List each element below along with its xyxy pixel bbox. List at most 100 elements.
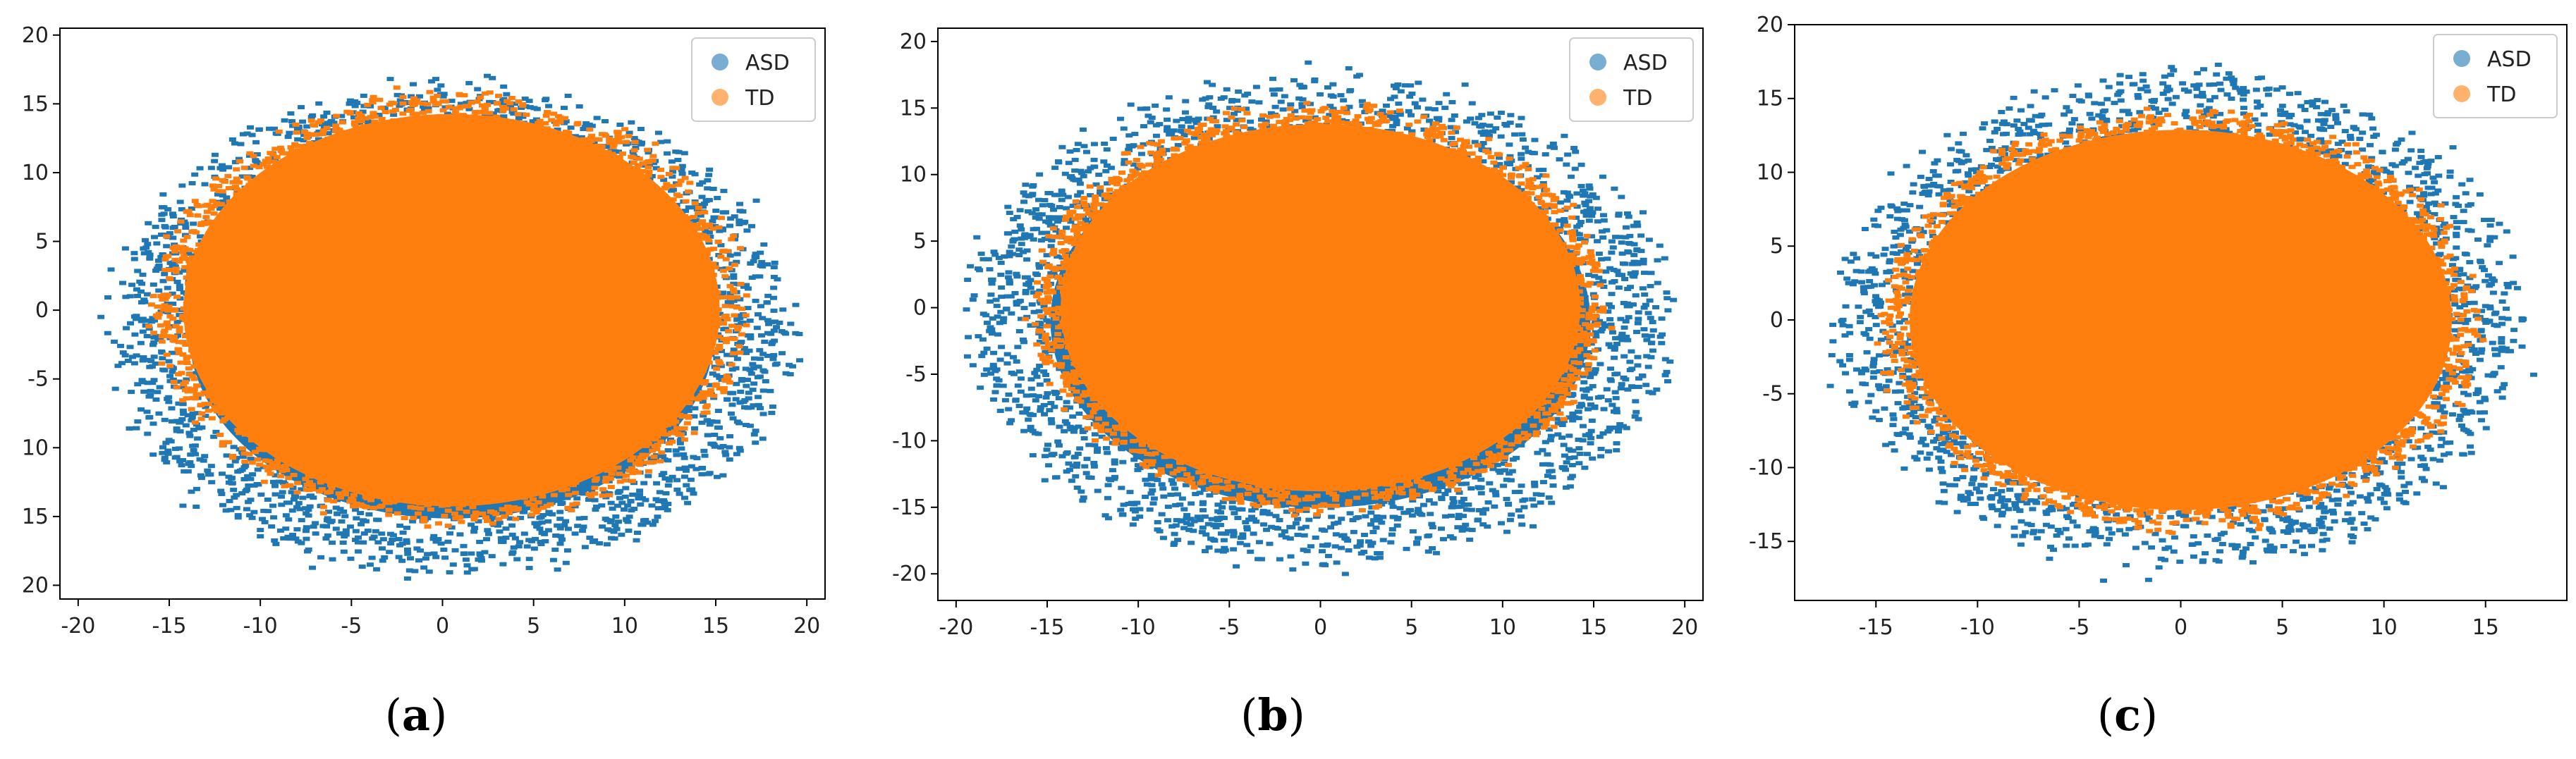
point-td <box>673 426 681 431</box>
point-asd <box>191 172 199 177</box>
point-asd <box>151 235 159 240</box>
point-asd <box>175 401 183 406</box>
point-asd <box>137 340 145 345</box>
point-asd <box>460 551 468 556</box>
point-asd <box>247 498 255 502</box>
point-td <box>456 506 463 511</box>
point-asd <box>140 355 147 360</box>
point-asd <box>165 400 173 405</box>
point-asd <box>158 218 166 223</box>
point-asd <box>166 374 174 378</box>
point-asd <box>444 539 452 544</box>
point-asd <box>303 124 311 129</box>
point-asd <box>166 378 174 383</box>
point-asd <box>288 508 296 513</box>
point-asd <box>688 464 695 469</box>
point-asd <box>278 502 286 507</box>
point-asd <box>219 163 226 168</box>
point-asd <box>396 98 404 103</box>
point-asd <box>189 412 197 416</box>
point-asd <box>544 528 552 533</box>
point-asd <box>271 473 279 478</box>
point-td <box>385 512 393 517</box>
point-asd <box>653 481 661 486</box>
point-asd <box>465 80 473 85</box>
point-asd <box>682 209 690 214</box>
point-asd <box>298 541 305 545</box>
point-asd <box>730 347 738 352</box>
point-asd <box>243 487 251 492</box>
point-td <box>157 294 165 299</box>
point-asd <box>664 151 671 156</box>
point-td <box>535 500 542 505</box>
point-asd <box>746 319 754 323</box>
point-asd <box>240 477 248 482</box>
point-asd <box>561 523 568 528</box>
point-asd <box>616 495 623 500</box>
point-asd <box>759 388 767 393</box>
point-td <box>161 303 169 308</box>
point-asd <box>475 557 482 562</box>
point-asd <box>154 390 161 395</box>
point-asd <box>551 548 559 553</box>
point-asd <box>396 103 403 108</box>
point-asd <box>764 353 771 358</box>
point-asd <box>554 127 561 132</box>
point-asd <box>188 464 195 469</box>
point-asd <box>298 487 305 492</box>
point-td <box>241 459 249 464</box>
point-asd <box>261 519 269 524</box>
point-asd <box>387 541 395 545</box>
point-asd <box>724 300 732 304</box>
point-td <box>163 320 171 325</box>
point-asd <box>460 543 468 548</box>
point-td <box>434 94 441 99</box>
point-asd <box>140 389 148 394</box>
point-asd <box>253 481 261 486</box>
point-asd <box>680 452 688 457</box>
point-asd <box>320 114 328 119</box>
point-asd <box>770 285 778 290</box>
point-asd <box>282 513 290 518</box>
point-asd <box>294 137 302 142</box>
point-td <box>250 163 257 168</box>
point-asd <box>118 361 126 366</box>
point-asd <box>702 198 710 203</box>
point-td <box>616 479 624 484</box>
point-asd <box>516 540 524 545</box>
point-asd <box>753 326 761 331</box>
point-asd <box>130 257 138 261</box>
point-asd <box>706 422 714 427</box>
point-asd <box>299 119 307 124</box>
point-asd <box>207 472 214 477</box>
point-asd <box>508 532 516 537</box>
point-asd <box>690 491 697 496</box>
point-asd <box>763 300 771 305</box>
point-asd <box>642 498 649 502</box>
point-asd <box>542 539 549 544</box>
point-asd <box>188 206 195 211</box>
point-asd <box>154 266 162 271</box>
point-asd <box>255 127 263 132</box>
point-asd <box>604 517 611 522</box>
point-td <box>725 329 733 334</box>
point-asd <box>139 329 147 334</box>
point-asd <box>271 126 279 131</box>
point-td <box>353 501 360 506</box>
point-asd <box>121 246 129 251</box>
point-asd <box>416 538 424 543</box>
point-asd <box>180 385 188 390</box>
point-asd <box>625 514 633 519</box>
point-td <box>367 498 374 502</box>
point-td <box>628 466 635 471</box>
point-asd <box>468 567 476 572</box>
point-asd <box>771 260 779 265</box>
point-asd <box>680 151 688 156</box>
point-asd <box>214 192 221 197</box>
point-asd <box>676 438 684 443</box>
point-asd <box>415 94 423 99</box>
point-asd <box>736 316 744 321</box>
point-asd <box>579 529 587 533</box>
point-asd <box>726 223 733 228</box>
point-asd <box>107 267 115 272</box>
